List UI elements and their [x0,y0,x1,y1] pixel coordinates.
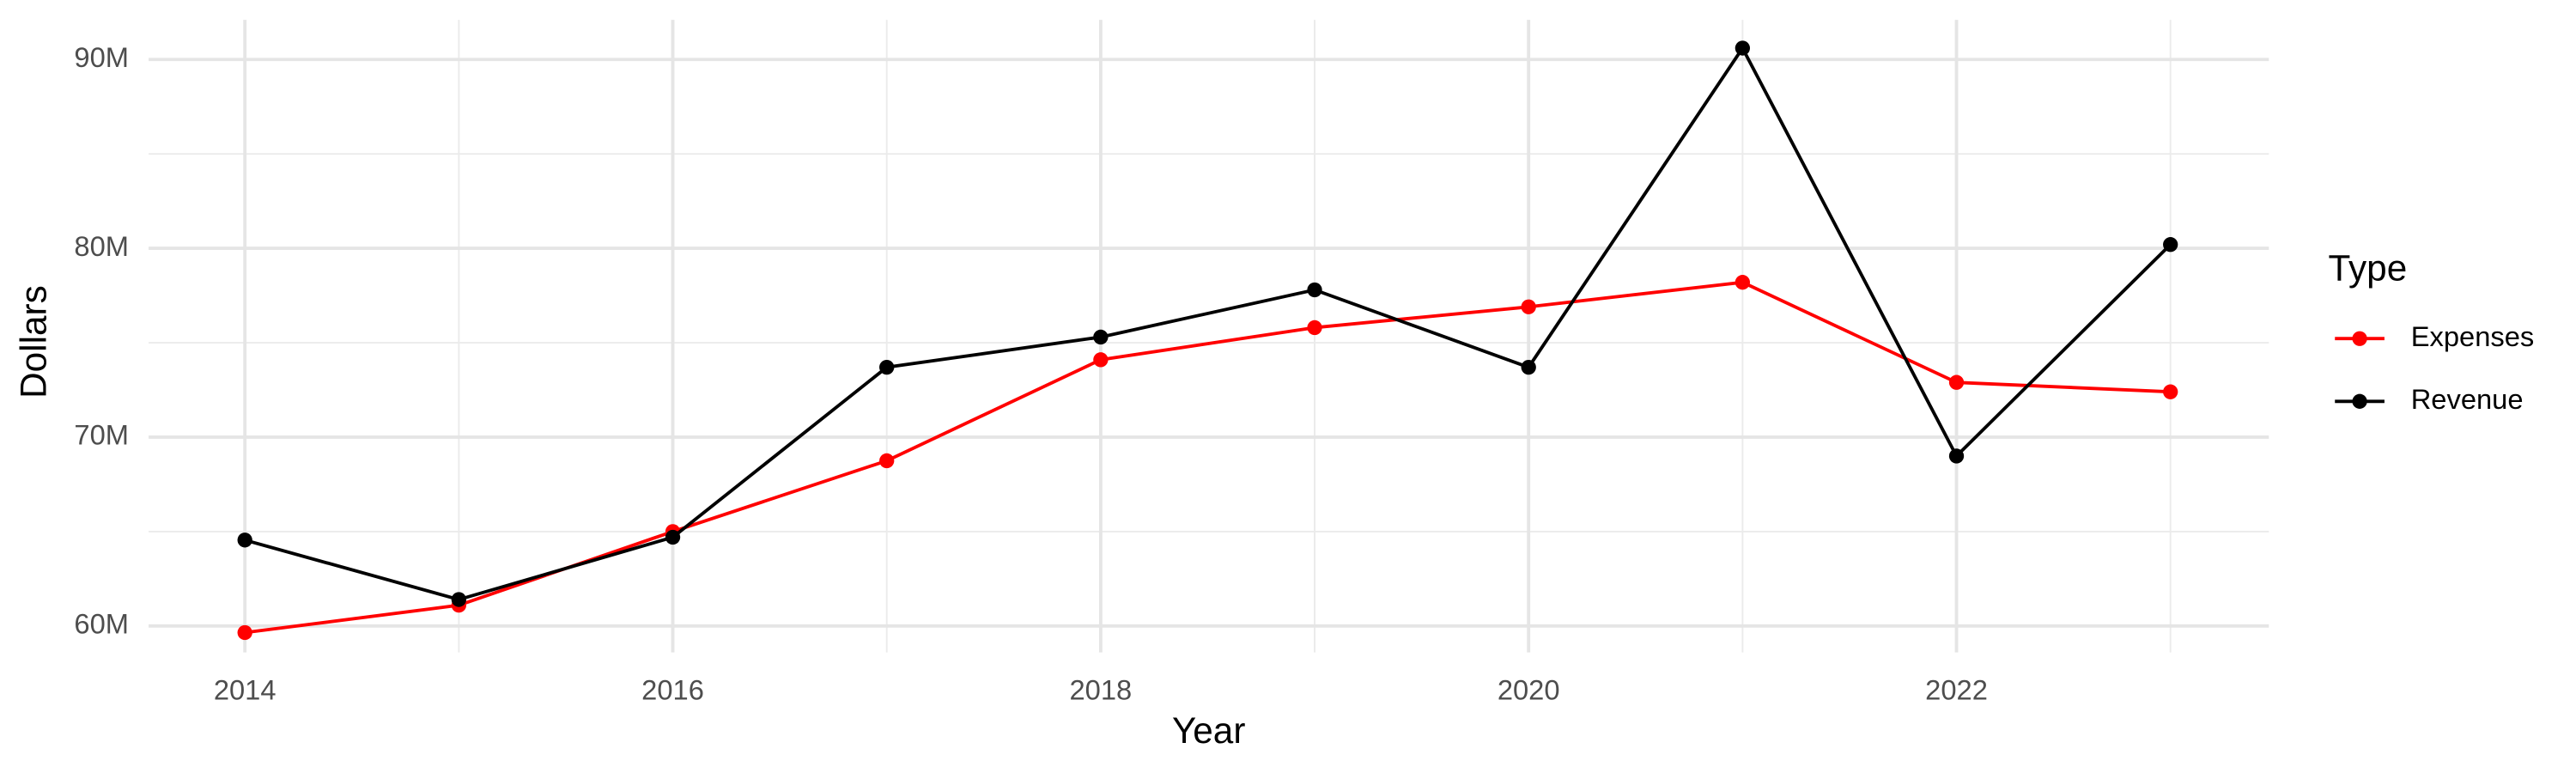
legend-key-point [2352,393,2367,409]
data-point [879,453,895,469]
legend-key-point [2352,331,2367,346]
data-point [451,592,467,607]
data-point [237,624,252,641]
data-point [1948,448,1965,464]
data-point [1521,299,1536,314]
data-point [2163,237,2178,253]
series-line [244,280,2171,635]
y-tick-label: 70M [74,419,129,451]
x-tick-label: 2020 [1498,673,1560,705]
data-point [1093,352,1109,368]
data-point [1948,374,1965,390]
data-point [1307,320,1322,336]
data-point [665,529,681,545]
data-point [1093,329,1109,345]
data-point [1307,282,1322,298]
y-tick-label: 60M [74,607,129,639]
legend-label: Revenue [2411,383,2524,415]
y-axis-title: Dollars [13,285,53,399]
data-point [1735,40,1751,56]
y-tick-label: 90M [74,41,129,73]
series-line [244,45,2172,602]
legend-title: Type [2329,248,2408,289]
legend-label: Expenses [2411,320,2535,352]
data-point [1735,275,1751,290]
data-point [1521,359,1536,375]
x-tick-label: 2022 [1925,673,1988,705]
x-tick-label: 2018 [1070,673,1133,705]
data-point [237,533,252,548]
x-tick-label: 2016 [641,673,704,705]
y-tick-label: 80M [74,230,129,262]
data-point [879,359,895,375]
data-point [2163,384,2178,399]
x-tick-label: 2014 [214,673,276,705]
x-axis-title: Year [1172,710,1245,751]
